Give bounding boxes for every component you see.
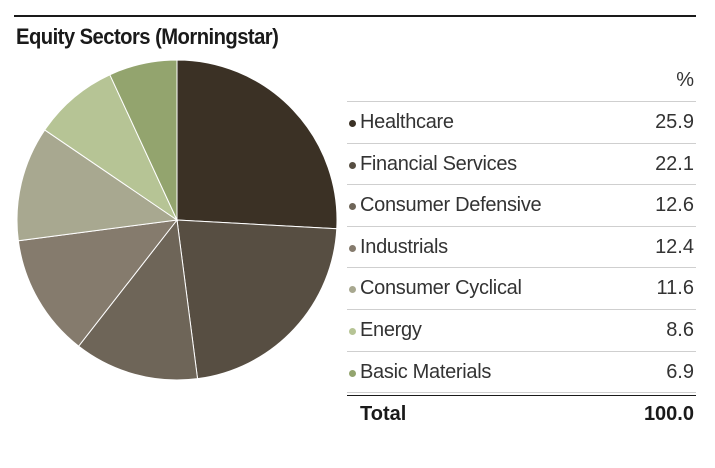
- sector-row-financial-services: Financial Services 22.1: [347, 144, 696, 186]
- sector-table: % Healthcare 25.9 Financial Services 22.1 Co…: [347, 66, 696, 394]
- sector-row-healthcare: Healthcare 25.9: [347, 102, 696, 144]
- pie-slices: [16, 59, 338, 381]
- sector-label: Consumer Defensive: [360, 194, 542, 217]
- sector-rows: Healthcare 25.9 Financial Services 22.1 Cons…: [347, 102, 696, 394]
- sector-label: Consumer Cyclical: [360, 277, 522, 300]
- sector-value: 8.6: [666, 318, 694, 341]
- sector-label: Basic Materials: [360, 360, 492, 383]
- pie-slice-consumer-cyclical: [16, 129, 179, 242]
- pie-slice-industrials: [17, 219, 179, 347]
- sector-row-consumer-cyclical: Consumer Cyclical 11.6: [347, 268, 696, 310]
- sector-row-consumer-defensive: Consumer Defensive 12.6: [347, 185, 696, 227]
- pie-slice-consumer-defensive: [77, 218, 199, 381]
- legend-dot-energy: [349, 327, 356, 335]
- sector-value: 22.1: [655, 152, 694, 175]
- total-row: Total 100.0: [347, 395, 696, 432]
- legend-dot-consumer-cyclical: [349, 286, 356, 294]
- sector-value: 12.4: [655, 235, 694, 258]
- pie-slice-energy: [44, 74, 179, 222]
- legend-dot-financial-services: [349, 161, 356, 169]
- sector-label: Healthcare: [360, 111, 454, 133]
- pie-slice-healthcare: [176, 59, 338, 230]
- legend-dot-healthcare: [349, 120, 356, 127]
- unit-header: %: [347, 66, 696, 102]
- legend-dot-basic-materials: [349, 369, 356, 377]
- sector-row-industrials: Industrials 12.4: [347, 227, 696, 269]
- sector-label: Industrials: [360, 235, 448, 258]
- sector-value: 6.9: [666, 360, 694, 383]
- legend-dot-industrials: [349, 244, 356, 252]
- sector-label: Financial Services: [360, 152, 517, 175]
- pie-chart: [16, 59, 338, 381]
- sector-row-basic-materials: Basic Materials 6.9: [347, 352, 696, 394]
- unit-label: %: [676, 69, 694, 91]
- sector-value: 11.6: [656, 277, 694, 300]
- sector-label: Energy: [360, 318, 422, 341]
- total-label: Total: [360, 403, 407, 425]
- top-rule: [14, 15, 696, 17]
- legend-dot-consumer-defensive: [349, 203, 356, 211]
- sector-value: 12.6: [655, 194, 694, 217]
- sector-row-energy: Energy 8.6: [347, 310, 696, 352]
- pie-slice-basic-materials: [109, 59, 178, 221]
- chart-title: Equity Sectors (Morningstar): [16, 24, 279, 49]
- total-value: 100.0: [643, 403, 694, 425]
- pie-slice-financial-services: [176, 219, 338, 380]
- sector-value: 25.9: [655, 111, 694, 133]
